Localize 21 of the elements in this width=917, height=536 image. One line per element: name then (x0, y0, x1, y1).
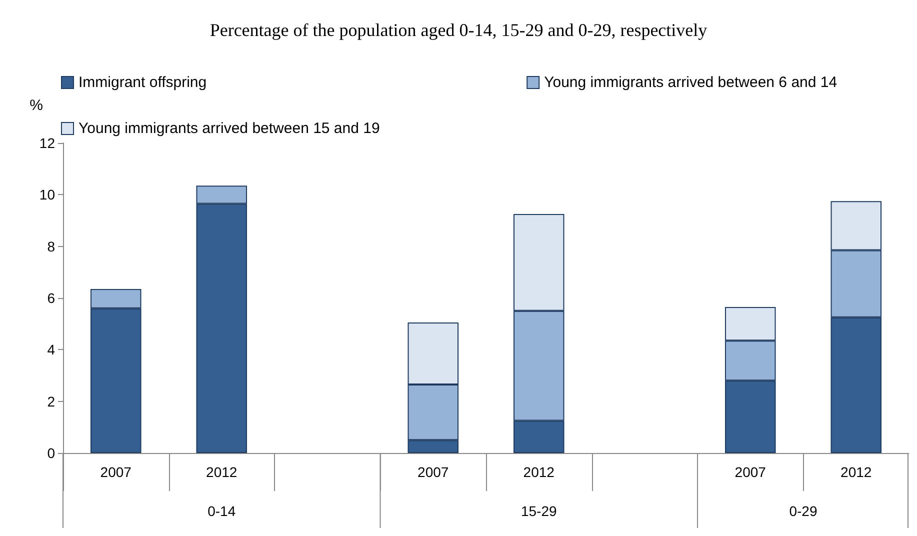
chart-title: Percentage of the population aged 0-14, 15-29 and 0-29, respectively (210, 20, 708, 40)
legend-label: Immigrant offspring (78, 74, 207, 91)
y-tick-label: 12 (39, 135, 56, 151)
text: 0-14 (208, 503, 236, 519)
legend-label: Young immigrants arrived between 15 and 19 (78, 120, 380, 137)
x-tick-label: 2007 (418, 464, 449, 480)
x-tick-label: 2012 (206, 464, 238, 480)
legend-label: Young immigrants arrived between 6 and 14 (544, 74, 838, 91)
x-tick-label: 2007 (734, 464, 766, 480)
y-axis-title: % (30, 97, 43, 114)
y-tick-label: 8 (47, 238, 56, 254)
text: 15-29 (520, 503, 557, 519)
y-tick-label: 2 (47, 393, 56, 410)
y-tick-label: 0 (47, 445, 56, 461)
x-tick-label: 2007 (100, 464, 132, 480)
y-tick-label: 6 (47, 290, 56, 306)
y-tick-label: 10 (39, 186, 56, 203)
x-tick-label: 2012 (840, 464, 872, 480)
y-tick-label: 4 (47, 342, 56, 358)
text: 0-29 (789, 503, 818, 519)
x-tick-label: 2012 (523, 464, 555, 480)
